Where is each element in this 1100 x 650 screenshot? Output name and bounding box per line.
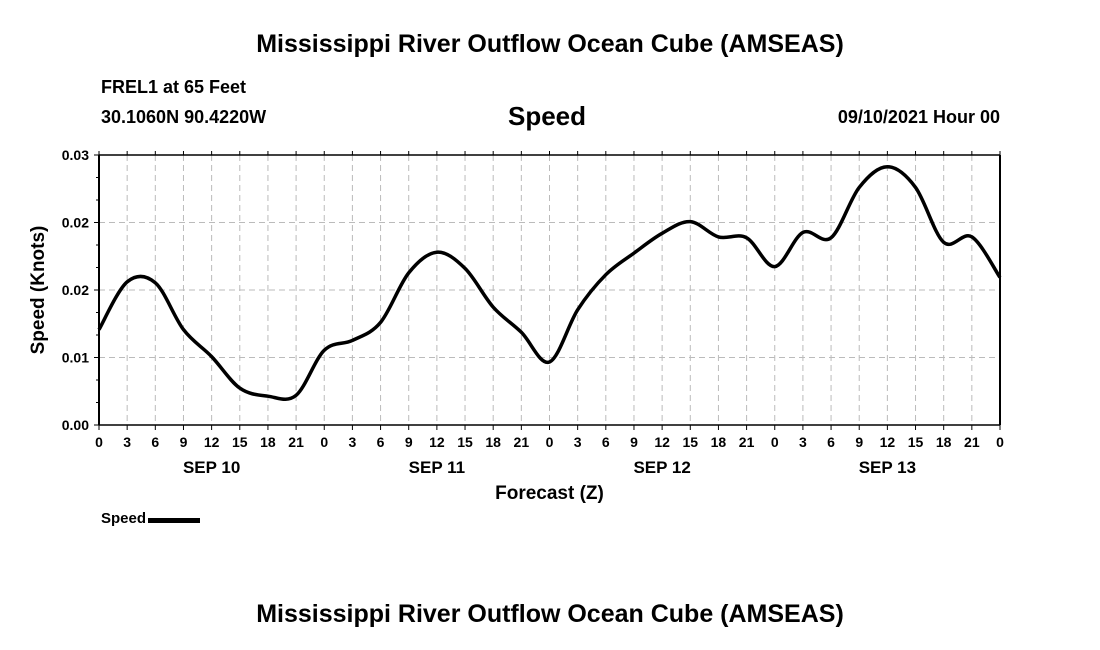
- x-tick-label: 6: [151, 434, 159, 450]
- y-tick-label: 0.01: [62, 350, 89, 366]
- y-axis-label: Speed (Knots): [28, 226, 49, 355]
- x-tick-label: 21: [514, 434, 530, 450]
- x-tick-label: 6: [827, 434, 835, 450]
- day-label: SEP 11: [409, 458, 465, 477]
- series-line-speed: [97, 164, 1002, 402]
- x-tick-label: 6: [377, 434, 385, 450]
- x-tick-label: 12: [654, 434, 670, 450]
- x-tick-label: 0: [996, 434, 1004, 450]
- x-tick-label: 12: [204, 434, 220, 450]
- x-tick-label: 15: [232, 434, 248, 450]
- x-tick-label: 15: [682, 434, 698, 450]
- x-tick-label: 0: [320, 434, 328, 450]
- x-tick-label: 9: [855, 434, 863, 450]
- x-tick-label: 18: [485, 434, 501, 450]
- legend-label: Speed: [101, 510, 147, 527]
- footer-title: Mississippi River Outflow Ocean Cube (AM…: [256, 600, 844, 628]
- y-tick-label: 0.02: [62, 215, 89, 231]
- y-tick-label: 0.03: [62, 147, 89, 163]
- legend: Speed: [101, 510, 201, 527]
- x-tick-label: 9: [180, 434, 188, 450]
- x-tick-label: 3: [123, 434, 131, 450]
- day-label: SEP 10: [183, 458, 240, 477]
- x-tick-label: 6: [602, 434, 610, 450]
- datetime-label: 09/10/2021 Hour 00: [837, 107, 1000, 127]
- x-tick-label: 0: [95, 434, 103, 450]
- x-tick-label: 3: [349, 434, 357, 450]
- legend-swatch: [148, 517, 201, 523]
- x-tick-label: 9: [630, 434, 638, 450]
- chart-title: Mississippi River Outflow Ocean Cube (AM…: [256, 30, 844, 58]
- y-tick-label: 0.00: [62, 417, 89, 433]
- station-label: FREL1 at 65 Feet: [101, 77, 247, 97]
- x-tick-label: 12: [880, 434, 896, 450]
- x-tick-label: 21: [964, 434, 980, 450]
- x-tick-label: 0: [771, 434, 779, 450]
- chart-subtitle: Speed: [508, 101, 587, 131]
- x-tick-label: 21: [739, 434, 755, 450]
- x-tick-label: 21: [288, 434, 304, 450]
- x-tick-label: 0: [546, 434, 554, 450]
- x-tick-label: 18: [711, 434, 727, 450]
- x-tick-label: 18: [936, 434, 952, 450]
- x-tick-label: 9: [405, 434, 413, 450]
- day-label: SEP 13: [859, 458, 916, 477]
- day-label: SEP 12: [633, 458, 690, 477]
- x-tick-label: 15: [457, 434, 473, 450]
- x-tick-label: 18: [260, 434, 276, 450]
- x-tick-label: 3: [574, 434, 582, 450]
- coordinates-label: 30.1060N 90.4220W: [101, 107, 267, 127]
- x-tick-label: 15: [908, 434, 924, 450]
- x-tick-label: 3: [799, 434, 807, 450]
- x-axis-label: Forecast (Z): [495, 483, 604, 504]
- x-tick-label: 12: [429, 434, 445, 450]
- y-tick-label: 0.02: [62, 282, 89, 298]
